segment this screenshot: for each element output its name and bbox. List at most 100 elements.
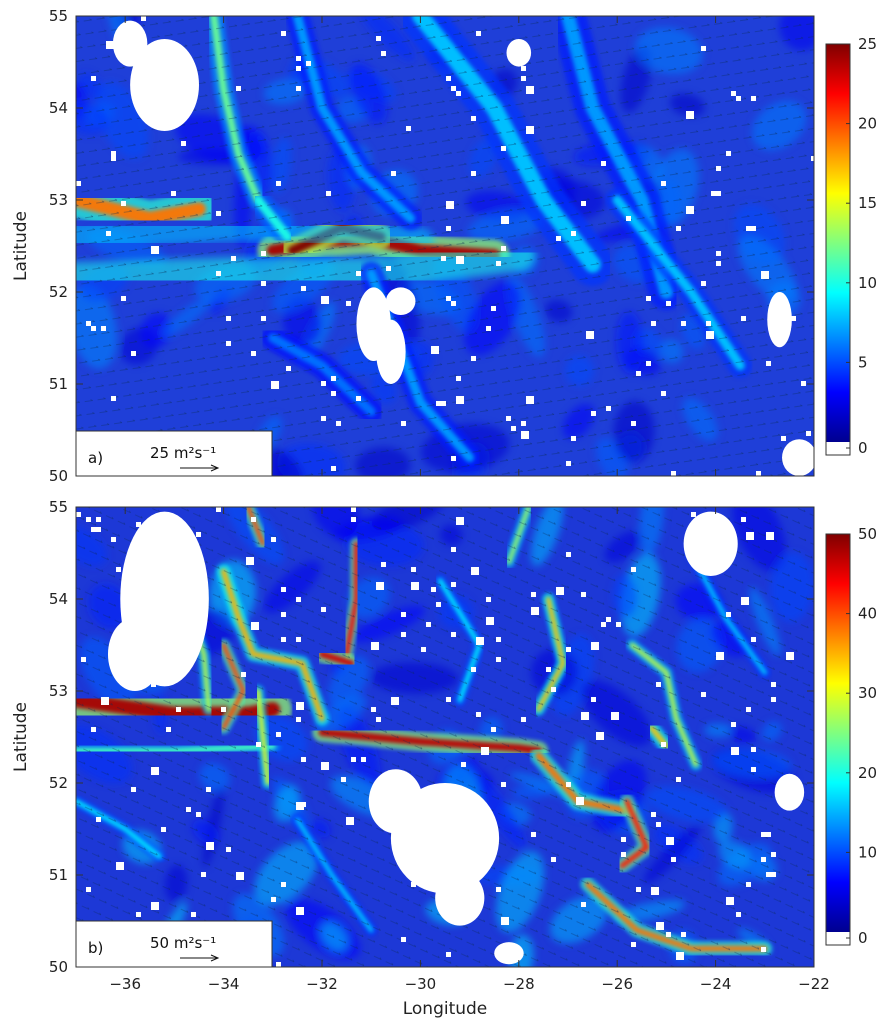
panel-a-masked-pixel xyxy=(151,246,159,254)
panel-b-masked-region xyxy=(683,511,738,576)
panel-a-masked-pixel xyxy=(431,346,439,354)
panel-a-masked-pixel xyxy=(636,371,641,376)
panel-b-masked-pixel xyxy=(351,507,356,512)
panel-b-colorbar-gradient xyxy=(826,534,850,932)
panel-b-masked-pixel xyxy=(496,887,501,892)
panel-b-ytick-label: 55 xyxy=(49,498,68,516)
panel-b-masked-pixel xyxy=(376,582,384,590)
panel-b-masked-pixel xyxy=(351,757,356,762)
panel-a-masked-pixel xyxy=(756,471,761,476)
panel-a-masked-pixel xyxy=(271,381,279,389)
panel-b-masked-pixel xyxy=(276,732,281,737)
panel-b-masked-pixel xyxy=(91,727,96,732)
panel-a-masked-pixel xyxy=(226,341,231,346)
panel-b-masked-pixel xyxy=(581,712,589,720)
panel-b-masked-pixel xyxy=(221,707,226,712)
panel-b-masked-pixel xyxy=(596,732,604,740)
panel-b-xtick-label: −26 xyxy=(601,975,633,993)
panel-b-masked-pixel xyxy=(431,587,436,592)
panel-b-masked-pixel xyxy=(191,912,196,917)
panel-b-masked-pixel xyxy=(411,582,419,590)
panel-b-masked-pixel xyxy=(371,707,376,712)
panel-b-masked-pixel xyxy=(341,777,346,782)
panel-b-masked-pixel xyxy=(151,637,156,642)
panel-b-masked-pixel xyxy=(666,837,674,845)
panel-a-masked-pixel xyxy=(606,406,611,411)
panel-b-scale-arrow xyxy=(180,954,220,962)
panel-a-masked-pixel xyxy=(811,156,814,161)
panel-b-masked-pixel xyxy=(531,832,536,837)
panel-a-colorbar-gradient xyxy=(826,44,850,442)
panel-b-masked-region xyxy=(494,942,524,965)
panel-a-masked-pixel xyxy=(381,51,386,56)
panel-a-label: a) xyxy=(88,449,103,467)
panel-b-masked-pixel xyxy=(766,832,771,837)
panel-a-masked-pixel xyxy=(131,351,136,356)
panel-a-masked-pixel xyxy=(521,76,526,81)
panel-b-masked-pixel xyxy=(271,897,276,902)
panel-b-label: b) xyxy=(88,939,103,957)
panel-a-field xyxy=(76,16,814,476)
panel-b-masked-pixel xyxy=(86,517,91,522)
panel-b-masked-pixel xyxy=(131,787,136,792)
panel-a-masked-pixel xyxy=(451,301,456,306)
panel-b-masked-pixel xyxy=(501,917,509,925)
panel-a-masked-pixel xyxy=(746,226,751,231)
panel-a-masked-pixel xyxy=(91,326,96,331)
panel-a-masked-pixel xyxy=(781,436,786,441)
panel-b-masked-pixel xyxy=(631,567,636,572)
panel-a-masked-pixel xyxy=(506,416,511,421)
panel-a-masked-pixel xyxy=(501,216,509,224)
panel-b-masked-pixel xyxy=(421,647,426,652)
panel-b-masked-pixel xyxy=(281,612,286,617)
panel-a-masked-pixel xyxy=(446,226,451,231)
panel-b-xtick-label: −32 xyxy=(306,975,338,993)
panel-b-masked-pixel xyxy=(301,802,306,807)
panel-a-masked-pixel xyxy=(556,236,561,241)
panel-a-masked-pixel xyxy=(76,181,81,186)
panel-b-masked-pixel xyxy=(376,717,381,722)
panel-b-masked-pixel xyxy=(256,742,261,747)
panel-b-masked-pixel xyxy=(651,812,656,817)
panel-b-masked-pixel xyxy=(566,647,571,652)
panel-a-masked-region xyxy=(112,20,148,67)
panel-b-masked-pixel xyxy=(151,587,156,592)
panel-b-masked-pixel xyxy=(581,902,586,907)
panel-a-masked-pixel xyxy=(806,431,811,436)
panel-a-masked-pixel xyxy=(436,401,441,406)
panel-b-masked-pixel xyxy=(296,717,301,722)
panel-b-masked-pixel xyxy=(246,557,254,565)
panel-b-masked-pixel xyxy=(691,512,696,517)
panel-a: 50 51 52 53 54 55 Latitude a) 25 m²s⁻¹ 0 5 10 15… xyxy=(11,7,877,485)
panel-b-masked-pixel xyxy=(771,697,776,702)
panel-b-masked-pixel xyxy=(151,622,159,630)
panel-a-colorbar: 0 5 10 15 20 25 xyxy=(825,35,877,457)
panel-b-masked-pixel xyxy=(151,682,156,687)
panel-a-masked-pixel xyxy=(711,191,716,196)
panel-a-masked-pixel xyxy=(571,436,576,441)
panel-b-masked-pixel xyxy=(661,742,666,747)
panel-a-masked-pixel xyxy=(471,171,476,176)
panel-a-masked-pixel xyxy=(716,191,721,196)
panel-b-masked-pixel xyxy=(666,932,671,937)
panel-b-masked-pixel xyxy=(96,817,101,822)
panel-a-masked-pixel xyxy=(456,256,464,264)
panel-a-masked-pixel xyxy=(171,191,176,196)
panel-b-masked-pixel xyxy=(176,707,181,712)
panel-b-colorbar-tick-label: 40 xyxy=(858,605,877,623)
panel-b-masked-pixel xyxy=(321,607,326,612)
panel-b-masked-pixel xyxy=(411,822,419,830)
panel-b-masked-pixel xyxy=(321,762,329,770)
panel-a-colorbar-tick-label: 15 xyxy=(858,194,877,212)
panel-b-colorbar-tick-label: 20 xyxy=(858,764,877,782)
panel-b-masked-pixel xyxy=(786,652,794,660)
panel-b-masked-pixel xyxy=(656,922,664,930)
panel-a-masked-pixel xyxy=(646,296,651,301)
panel-a-masked-pixel xyxy=(236,86,241,91)
panel-b-masked-region xyxy=(107,617,163,691)
panel-a-masked-pixel xyxy=(471,356,476,361)
panel-b-xlabel: Longitude xyxy=(403,999,488,1019)
panel-a-masked-pixel xyxy=(331,466,336,471)
panel-b-masked-pixel xyxy=(411,567,416,572)
panel-a-masked-pixel xyxy=(356,396,361,401)
